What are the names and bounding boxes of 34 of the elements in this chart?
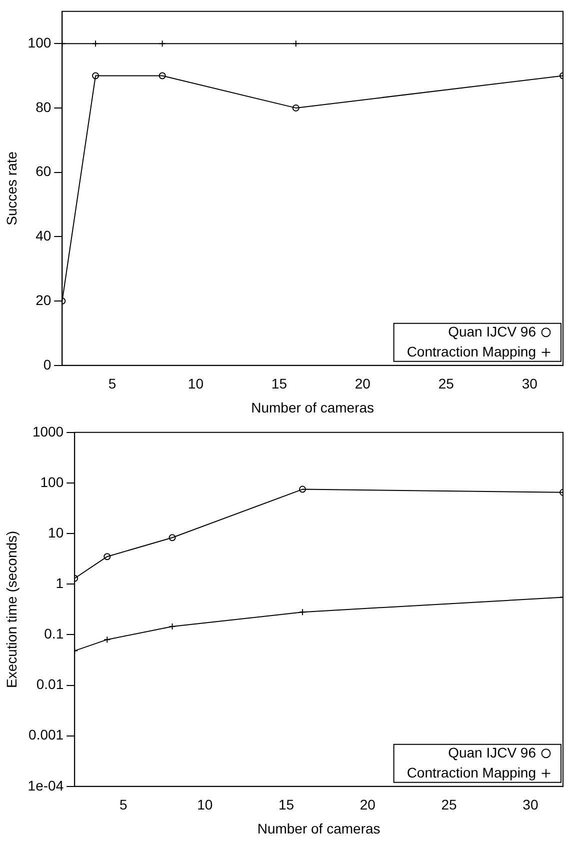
x-tick-label: 25 — [441, 796, 458, 813]
y-tick-label: 10 — [48, 524, 64, 540]
y-tick-label: 0.01 — [36, 676, 64, 692]
legend-label: Quan IJCV 96 — [448, 323, 536, 340]
x-tick-label: 10 — [188, 376, 204, 392]
y-axis-title: Execution time (seconds) — [3, 530, 20, 688]
y-tick-label: 80 — [36, 98, 52, 115]
y-tick-label: 100 — [28, 34, 52, 50]
y-tick-label: 20 — [36, 292, 52, 308]
y-tick-label: 1000 — [32, 423, 64, 440]
y-tick-label: 40 — [36, 228, 52, 244]
x-tick-label: 10 — [197, 796, 213, 813]
legend-label: Quan IJCV 96 — [448, 744, 536, 760]
x-tick-label: 5 — [120, 796, 128, 813]
y-tick-label: 1e-04 — [28, 777, 64, 794]
x-tick-label: 15 — [271, 376, 288, 392]
x-tick-label: 20 — [360, 796, 376, 813]
y-tick-label: 1 — [56, 574, 64, 591]
y-tick-label: 0.001 — [28, 726, 64, 743]
y-tick-label: 60 — [36, 163, 52, 180]
x-axis-title: Number of cameras — [251, 399, 374, 416]
x-tick-label: 20 — [354, 376, 371, 392]
y-tick-label: 0 — [43, 356, 52, 372]
y-tick-label: 100 — [40, 474, 64, 490]
x-tick-label: 5 — [108, 376, 116, 392]
legend-label: Contraction Mapping — [406, 764, 536, 780]
y-tick-label: 0.1 — [44, 626, 64, 642]
x-tick-label: 30 — [522, 796, 538, 813]
x-tick-label: 15 — [278, 796, 294, 813]
x-axis-title: Number of cameras — [257, 820, 380, 836]
x-tick-label: 25 — [438, 376, 454, 392]
legend-label: Contraction Mapping — [406, 343, 536, 360]
x-tick-label: 30 — [522, 376, 538, 392]
y-axis-title: Succes rate — [3, 151, 20, 226]
